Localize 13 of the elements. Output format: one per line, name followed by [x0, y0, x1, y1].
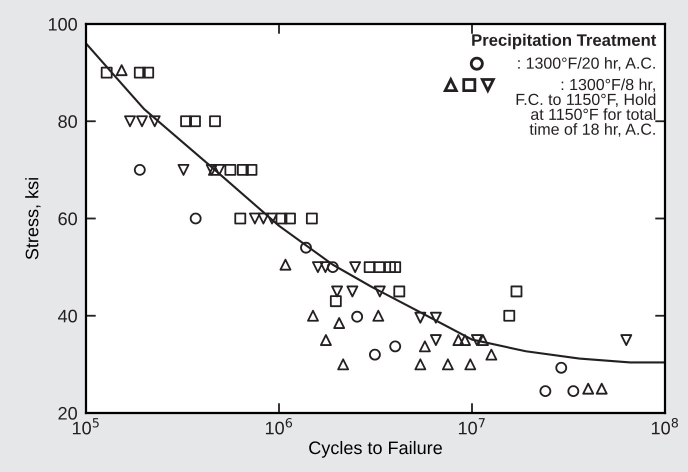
y-axis-title: Stress, ksi	[25, 178, 41, 260]
annotation: Precipitation Treatment	[472, 34, 656, 50]
x-axis-title: Cycles to Failure	[309, 440, 442, 458]
y-tick-label: 40	[58, 310, 77, 322]
y-tick-label: 100	[48, 18, 77, 31]
y-tick-label: 80	[58, 115, 77, 128]
annotation: : 1300°F/20 hr, A.C.	[518, 57, 655, 71]
x-tick-label: 10$^{8}$	[652, 418, 678, 434]
x-tick-label: 10$^{6}$	[266, 418, 292, 434]
y-tick-label: 60	[58, 212, 77, 226]
y-tick-label: 20	[58, 406, 77, 420]
annotation: : 1300°F/8 hr, F.C. to 1150°F, Hold at 1150°F for total time of 18 hr, A.C.	[516, 78, 656, 137]
x-tick-label: 10$^{7}$	[458, 418, 485, 434]
